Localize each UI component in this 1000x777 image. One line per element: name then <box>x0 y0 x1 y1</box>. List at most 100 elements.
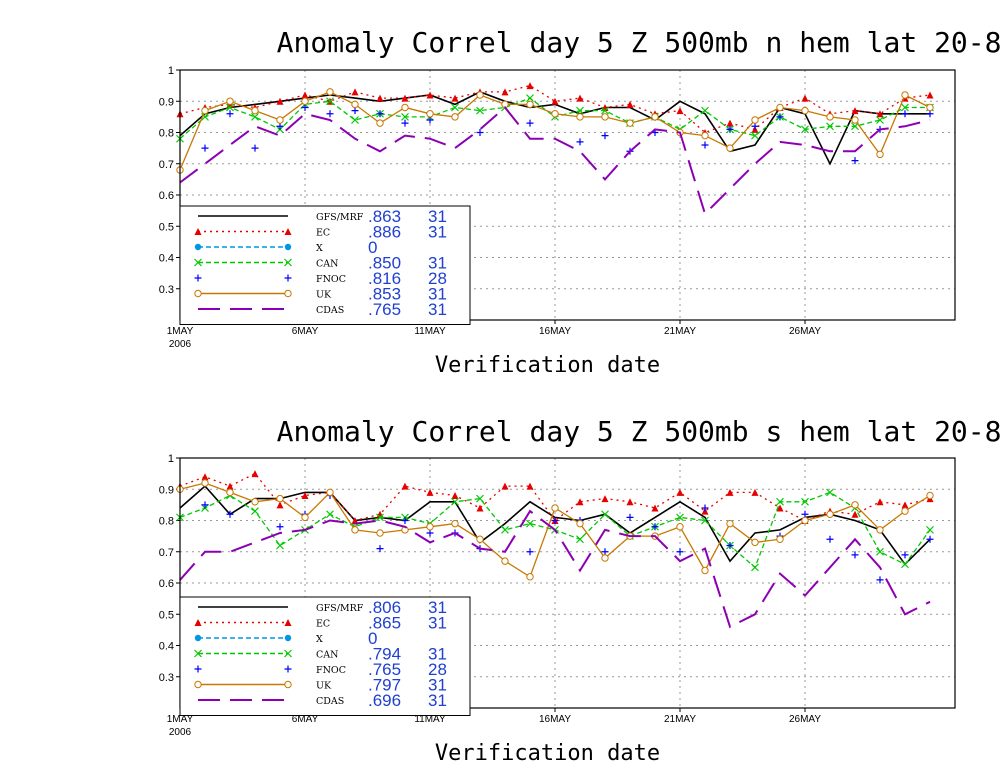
data-point <box>251 106 259 115</box>
data-point <box>376 545 384 553</box>
legend-score: .765 <box>368 300 401 319</box>
data-point <box>276 97 284 105</box>
y-tick-label: 0.8 <box>159 516 174 528</box>
legend-score: .816 <box>368 269 401 288</box>
data-point <box>251 470 259 478</box>
legend-count: 31 <box>428 598 447 617</box>
data-point <box>826 488 834 497</box>
x-tick-label: 1MAY <box>167 714 194 725</box>
data-point <box>551 110 559 118</box>
data-point <box>401 482 409 490</box>
data-point <box>526 573 534 581</box>
data-point <box>926 535 934 543</box>
data-point <box>426 488 434 496</box>
data-point <box>201 106 209 115</box>
y-tick-label: 0.9 <box>159 96 174 108</box>
plot-frame <box>179 69 956 321</box>
data-point <box>576 535 584 544</box>
data-point <box>776 535 784 543</box>
data-point <box>701 504 709 512</box>
data-point <box>776 497 784 506</box>
data-point <box>526 82 534 90</box>
data-point <box>401 103 409 112</box>
x-axis-label: Verification date <box>435 741 660 766</box>
legend-marker <box>284 274 292 282</box>
legend-marker <box>194 243 202 251</box>
data-point <box>876 498 884 506</box>
legend-marker <box>284 243 292 251</box>
data-point <box>601 554 609 562</box>
y-tick-label: 0.7 <box>159 159 174 171</box>
x-tick-label: 16MAY <box>539 714 571 725</box>
data-point <box>726 519 734 528</box>
data-point <box>201 479 209 487</box>
data-point <box>926 103 934 112</box>
data-point <box>426 110 434 118</box>
x-sublabel: 2006 <box>169 727 192 738</box>
y-tick-label: 1 <box>168 65 174 77</box>
legend-label: CDAS <box>316 696 344 707</box>
data-point <box>226 482 234 490</box>
x-tick-label: 6MAY <box>292 326 319 337</box>
data-point <box>826 113 834 121</box>
legend-marker <box>284 649 292 658</box>
data-point <box>476 91 484 99</box>
legend-count: 31 <box>428 300 447 319</box>
legend-count: 31 <box>428 207 447 226</box>
legend-count: 31 <box>428 645 447 664</box>
data-point <box>676 107 684 115</box>
legend-marker <box>194 274 202 282</box>
legend-count: 28 <box>428 269 447 288</box>
data-point <box>526 519 534 528</box>
data-point <box>451 94 459 102</box>
series-fnoc <box>201 492 934 584</box>
data-point <box>701 106 709 115</box>
data-point <box>426 523 434 531</box>
legend-score: .865 <box>368 614 401 633</box>
x-axis-label: Verification date <box>435 353 660 378</box>
legend-marker <box>284 228 292 235</box>
data-point <box>276 501 284 509</box>
data-point <box>501 482 509 490</box>
data-point <box>251 498 259 506</box>
data-point <box>701 516 709 525</box>
data-point <box>301 492 309 499</box>
data-point <box>726 488 734 496</box>
data-point <box>526 119 534 127</box>
data-point <box>501 525 509 534</box>
data-point <box>601 113 609 121</box>
y-tick-label: 1 <box>168 453 174 465</box>
x-tick-label: 21MAY <box>664 714 696 725</box>
legend-score: .863 <box>368 207 401 226</box>
legend-label: CAN <box>316 259 338 270</box>
legend-count: 31 <box>428 285 447 304</box>
data-point <box>226 103 234 112</box>
data-point <box>576 94 584 102</box>
chart-title: Anomaly Correl day 5 Z 500mb s hem lat 2… <box>277 415 1000 448</box>
legend-score: .886 <box>368 223 401 242</box>
series-cdas <box>179 106 931 216</box>
data-point <box>926 525 934 534</box>
data-point <box>901 91 909 99</box>
data-point <box>876 547 884 556</box>
data-point <box>201 501 209 509</box>
data-point <box>326 510 334 519</box>
data-point <box>401 119 409 127</box>
data-point <box>751 131 759 140</box>
data-point <box>526 100 534 109</box>
data-point <box>626 498 634 506</box>
data-point <box>701 141 709 149</box>
data-point <box>326 97 334 106</box>
series-line <box>179 509 931 629</box>
data-point <box>251 112 259 121</box>
data-point <box>201 144 209 152</box>
data-point <box>451 103 459 112</box>
data-point <box>276 494 284 503</box>
data-point <box>476 494 484 503</box>
data-point <box>801 125 809 134</box>
series-uk <box>176 88 934 174</box>
legend-label: FNOC <box>316 274 346 285</box>
legend-score: .797 <box>368 676 401 695</box>
data-point <box>576 519 584 528</box>
data-point <box>226 97 234 105</box>
